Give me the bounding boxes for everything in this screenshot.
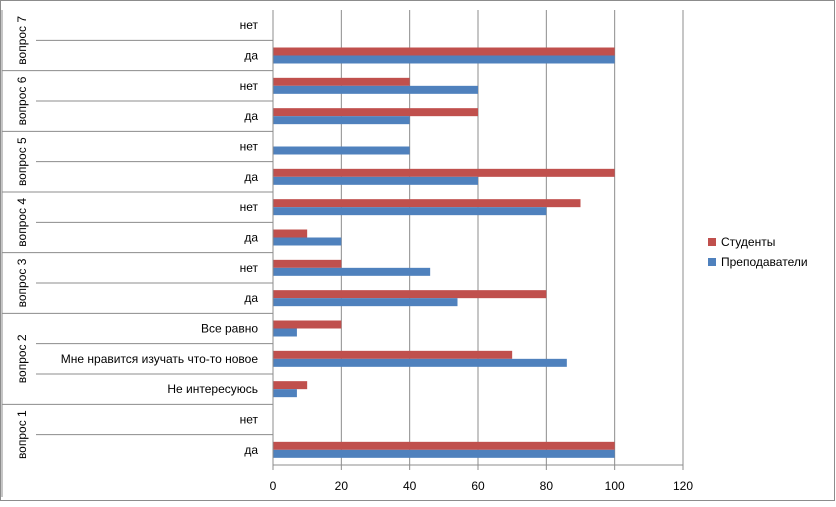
- bar-teachers: [273, 55, 615, 64]
- category-label: Все равно: [201, 322, 258, 336]
- bar-students: [273, 290, 547, 299]
- bar-teachers: [273, 267, 431, 276]
- bar-students: [273, 229, 308, 238]
- bar-students: [273, 108, 478, 117]
- group-label: вопрос 1: [15, 410, 29, 459]
- group-label: вопрос 3: [15, 258, 29, 307]
- category-label: нет: [240, 261, 259, 275]
- x-tick-label: 100: [605, 479, 625, 493]
- bar-students: [273, 259, 342, 268]
- bars: [273, 47, 615, 458]
- category-label: нет: [240, 140, 259, 154]
- bar-students: [273, 199, 581, 208]
- group-label: вопрос 4: [15, 198, 29, 247]
- bar-students: [273, 77, 410, 86]
- bar-students: [273, 350, 513, 359]
- legend: Студенты Преподаватели: [708, 235, 808, 269]
- group-label: вопрос 2: [15, 334, 29, 383]
- bar-teachers: [273, 358, 567, 367]
- category-label: нет: [240, 18, 259, 32]
- bar-teachers: [273, 449, 615, 458]
- bar-teachers: [273, 116, 410, 125]
- group-label: вопрос 6: [15, 76, 29, 125]
- bar-teachers: [273, 389, 297, 398]
- category-label: нет: [240, 200, 259, 214]
- x-tick-label: 80: [540, 479, 554, 493]
- bar-teachers: [273, 237, 342, 246]
- bar-students: [273, 168, 615, 177]
- bar-students: [273, 320, 342, 329]
- bar-students: [273, 381, 308, 390]
- x-tick-label: 60: [471, 479, 485, 493]
- category-label: Не интересуюсь: [167, 382, 258, 396]
- category-label: да: [244, 109, 258, 123]
- category-label: нет: [240, 413, 259, 427]
- x-tick-label: 40: [403, 479, 417, 493]
- bar-teachers: [273, 176, 478, 185]
- group-label: вопрос 7: [15, 16, 29, 65]
- category-label: да: [244, 231, 258, 245]
- x-tick-label: 20: [335, 479, 349, 493]
- x-tick-label: 120: [673, 479, 693, 493]
- category-label: да: [244, 443, 258, 457]
- category-label: да: [244, 291, 258, 305]
- bar-teachers: [273, 298, 458, 307]
- legend-swatch: [708, 238, 716, 246]
- bar-students: [273, 47, 615, 56]
- group-label: вопрос 5: [15, 137, 29, 186]
- legend-label: Студенты: [721, 235, 775, 249]
- bar-teachers: [273, 146, 410, 155]
- bar-teachers: [273, 328, 297, 337]
- category-label: Мне нравится изучать что-то новое: [61, 352, 259, 366]
- category-label: нет: [240, 79, 259, 93]
- bar-teachers: [273, 85, 478, 94]
- category-label: да: [244, 170, 258, 184]
- axes: 0 20 40 60 80 100 120: [270, 10, 693, 493]
- bar-teachers: [273, 207, 547, 216]
- category-labels: да нет Не интересуюсь Мне нравится изучать …: [1, 10, 273, 497]
- legend-label: Преподаватели: [721, 255, 808, 269]
- legend-swatch: [708, 258, 716, 266]
- bar-students: [273, 441, 615, 450]
- x-tick-label: 0: [270, 479, 277, 493]
- category-label: да: [244, 49, 258, 63]
